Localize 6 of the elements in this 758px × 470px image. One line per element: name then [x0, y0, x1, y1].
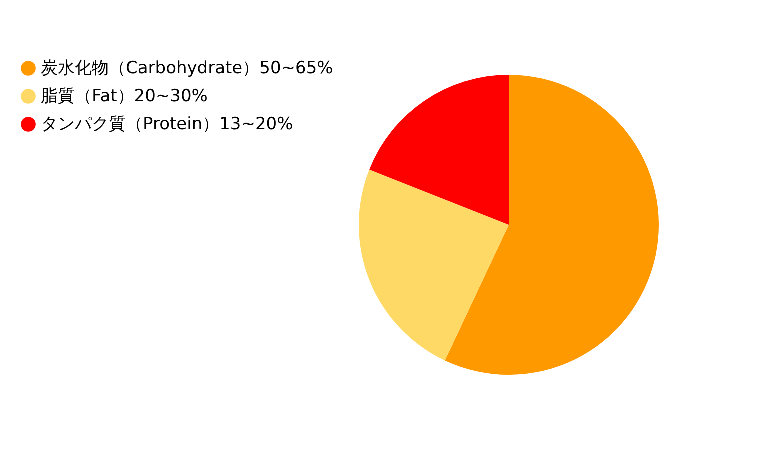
- legend-label: 炭水化物（Carbohydrate）50~65%: [41, 58, 334, 78]
- legend-label: 脂質（Fat）20~30%: [41, 86, 208, 106]
- legend-label: タンパク質（Protein）13~20%: [41, 114, 294, 134]
- pie-slice: [370, 75, 509, 225]
- pie-slice: [359, 170, 509, 361]
- pie-slice: [445, 75, 659, 375]
